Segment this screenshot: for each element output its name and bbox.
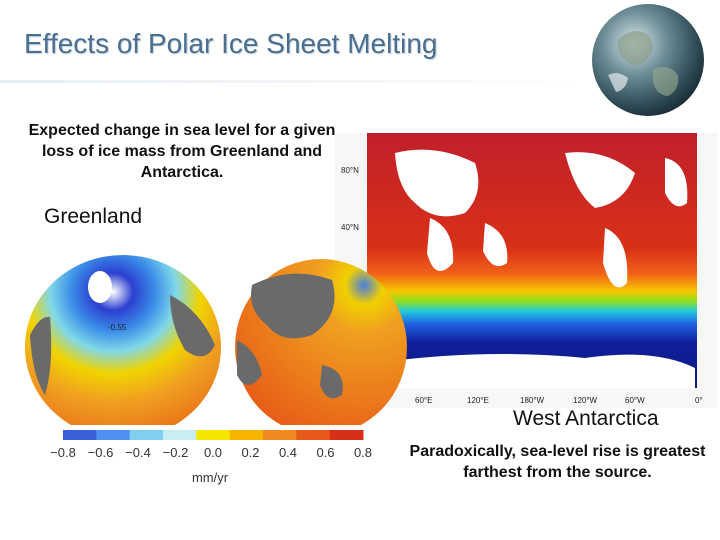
- map-lon-label: 120°E: [467, 396, 489, 405]
- colorbar-swatch: [163, 430, 197, 440]
- colorbar-swatch: [63, 430, 97, 440]
- colorbar-tick-label: −0.8: [50, 445, 76, 460]
- colorbar-tick-label: 0.6: [316, 445, 334, 460]
- colorbar-tick-label: 0.4: [279, 445, 297, 460]
- earth-globe-image: [592, 4, 704, 116]
- west-antarctica-label: West Antarctica: [513, 407, 659, 430]
- figure-caption: Expected change in sea level for a given…: [28, 122, 336, 181]
- colorbar-swatch: [129, 430, 164, 440]
- eurasia-globe-map: [235, 259, 407, 425]
- map-lon-label: 60°E: [415, 396, 432, 405]
- colorbar-tick-label: 0.8: [354, 445, 372, 460]
- map-lon-label: 60°W: [625, 396, 645, 405]
- paradox-note: Paradoxically, sea-level rise is greates…: [409, 443, 706, 481]
- map-lat-label: 80°N: [341, 166, 359, 175]
- colorbar-tick-label: −0.4: [125, 445, 151, 460]
- map-lon-label: 120°W: [573, 396, 598, 405]
- colorbar-unit: mm/yr: [192, 470, 229, 485]
- colorbar-swatch: [229, 430, 264, 440]
- globe-contour-label: -0.55: [108, 323, 127, 332]
- map-lon-label: 180°W: [520, 396, 545, 405]
- world-sea-level-map: 80°N 40°N 60°E 120°E 180°W 120°W 60°W 0°: [335, 133, 718, 408]
- colorbar-tick-label: 0.0: [204, 445, 222, 460]
- colorbar-swatch: [296, 430, 331, 440]
- slide-title: Effects of Polar Ice Sheet Melting: [24, 28, 438, 59]
- colorbar-tick-label: −0.2: [163, 445, 189, 460]
- colorbar-swatch: [196, 430, 231, 440]
- title-divider: [0, 80, 580, 83]
- map-lon-label: 0°: [695, 396, 703, 405]
- greenland-globe-map: -0.55: [25, 255, 221, 425]
- colorbar-tick-label: 0.2: [241, 445, 259, 460]
- colorbar-swatch: [329, 430, 364, 440]
- map-lat-label: 40°N: [341, 223, 359, 232]
- colorbar-swatch: [96, 430, 131, 440]
- greenland-label: Greenland: [44, 205, 143, 228]
- colorbar-tick-label: −0.6: [88, 445, 114, 460]
- colorbar-legend: −0.8 −0.6 −0.4 −0.2 0.0 0.2 0.4 0.6 0.8 mm/yr: [50, 430, 372, 485]
- colorbar-swatch: [263, 430, 297, 440]
